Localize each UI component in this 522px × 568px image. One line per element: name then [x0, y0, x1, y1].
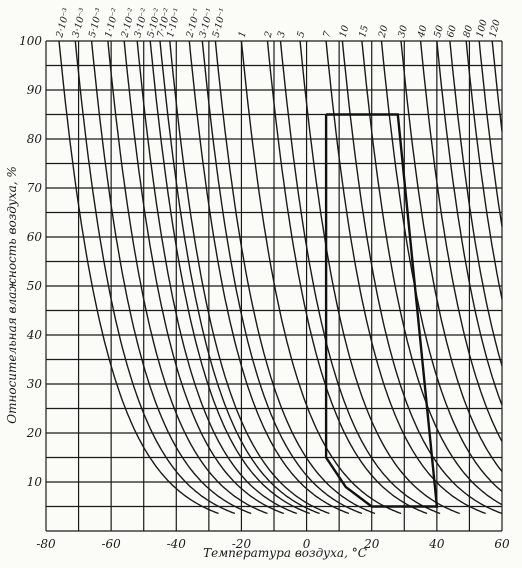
highlight-path — [324, 113, 439, 508]
humidity-curve — [136, 40, 298, 515]
y-axis-title: Относительная влажность воздуха, % — [5, 166, 19, 424]
humidity-curve — [123, 40, 285, 515]
humidity-curve — [74, 40, 236, 515]
curves — [58, 40, 503, 515]
curve-label: 100 — [474, 18, 489, 38]
curve-label: 10 — [338, 24, 352, 39]
humidity-curve — [341, 40, 503, 515]
x-tick-label: -20 — [232, 537, 252, 551]
y-tick-label: 60 — [27, 230, 43, 244]
curve-labels: 2·10⁻³3·10⁻³5·10⁻³1·10⁻²2·10⁻²3·10⁻²5·10… — [54, 7, 503, 40]
humidity-curve — [266, 40, 428, 515]
curve-label: 5 — [295, 30, 307, 39]
curve-label: 40 — [416, 24, 430, 39]
humidity-curve — [149, 40, 311, 515]
humidity-curve — [58, 40, 219, 515]
y-tick-label: 100 — [19, 34, 42, 48]
curve-label: 1·10⁻² — [103, 7, 121, 39]
humidity-curve — [201, 40, 363, 515]
highlight-line — [324, 113, 439, 508]
curve-label: 80 — [461, 24, 475, 39]
curve-label: 60 — [445, 24, 459, 39]
humidity-curve — [478, 40, 503, 227]
y-tick-label: 20 — [26, 426, 43, 440]
humidity-curve — [400, 40, 503, 472]
y-tick-label: 70 — [27, 181, 43, 195]
humidity-curve — [449, 40, 503, 367]
curve-label: 3·10⁻³ — [71, 7, 89, 39]
humidity-curve — [107, 40, 268, 515]
x-tick-label: 0 — [303, 537, 311, 551]
humidity-curve — [159, 40, 320, 515]
humidity-curve — [214, 40, 376, 515]
y-tick-label: 80 — [27, 132, 43, 146]
x-tick-label: 60 — [494, 537, 510, 551]
curve-label: 30 — [396, 24, 410, 39]
x-tick-label: -80 — [36, 537, 56, 551]
humidity-curve — [188, 40, 350, 515]
humidity-curve — [380, 40, 503, 492]
humidity-curve — [361, 40, 503, 506]
curve-label: 7 — [321, 29, 333, 39]
y-tick-label: 90 — [27, 83, 43, 97]
y-tick-label: 10 — [27, 475, 43, 489]
curve-label: 5·10⁻³ — [87, 7, 105, 39]
curve-label: 50 — [432, 24, 446, 39]
x-axis-title: Температура воздуха, °С — [203, 546, 367, 560]
humidity-curve — [419, 40, 503, 442]
x-tick-label: -40 — [167, 537, 187, 551]
curve-label: 120 — [487, 18, 502, 38]
curve-label: 15 — [357, 24, 371, 39]
x-tick-label: 40 — [428, 537, 445, 551]
humidity-curve — [465, 40, 503, 300]
x-tick-labels: -80 -60 -40 -20 0 20 40 60 — [36, 537, 510, 551]
curve-label: 20 — [377, 24, 391, 39]
curve-label: 1 — [237, 30, 249, 39]
y-tick-label: 40 — [26, 328, 43, 342]
x-tick-label: -60 — [101, 537, 121, 551]
humidity-curve — [169, 40, 330, 515]
y-tick-label: 50 — [27, 279, 43, 293]
humidity-curve — [325, 40, 486, 515]
y-tick-labels: 10 20 30 40 50 60 70 80 90 100 — [19, 34, 42, 489]
x-tick-label: 20 — [363, 537, 380, 551]
humidity-curve — [491, 40, 503, 132]
humidity-curve — [279, 40, 441, 515]
curve-label: 2 — [263, 30, 275, 40]
curve-label: 3 — [276, 30, 288, 39]
humidity-curve — [90, 40, 252, 515]
y-tick-label: 30 — [27, 377, 43, 391]
humidity-curve — [240, 40, 402, 515]
humidity-curve — [436, 40, 503, 406]
